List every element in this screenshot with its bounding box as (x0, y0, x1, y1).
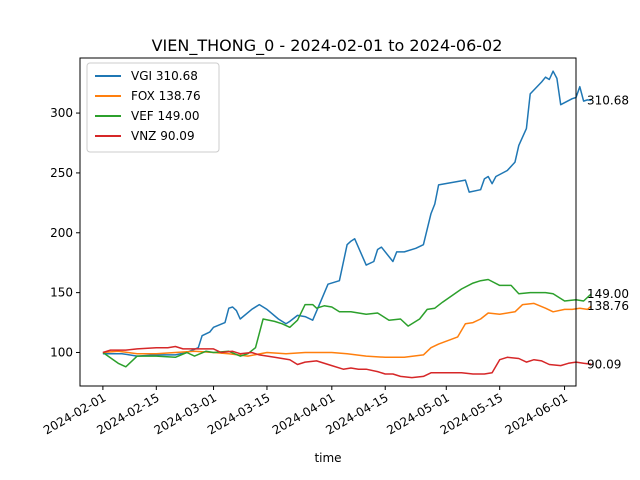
legend-label-3: VNZ 90.09 (131, 129, 195, 143)
legend: VGI 310.68 FOX 138.76 VEF 149.00 VNZ 90.09 (86, 62, 220, 153)
y-tick-label: 150 (50, 286, 73, 300)
end-label-2: 149.00 (587, 287, 629, 301)
legend-label-2: VEF 149.00 (131, 109, 200, 123)
legend-box (86, 62, 220, 153)
plot-frame (79, 57, 577, 387)
series-line-0 (102, 70, 592, 357)
y-axis: 100 150 200 250 300 (50, 106, 80, 359)
end-label-1: 138.76 (587, 299, 629, 313)
series-layer (102, 70, 592, 379)
x-axis-label: time (314, 451, 341, 465)
y-tick-label: 250 (50, 166, 73, 180)
series-line-3 (102, 345, 592, 379)
y-tick-label: 300 (50, 106, 73, 120)
end-label-0: 310.68 (587, 93, 629, 107)
legend-label-1: FOX 138.76 (131, 89, 201, 103)
y-tick-label: 200 (50, 226, 73, 240)
end-label-3: 90.09 (587, 357, 621, 371)
series-line-2 (102, 278, 592, 368)
chart-title: VIEN_THONG_0 - 2024-02-01 to 2024-06-02 (152, 36, 503, 56)
y-tick-label: 100 (50, 345, 73, 359)
legend-label-0: VGI 310.68 (131, 69, 198, 83)
